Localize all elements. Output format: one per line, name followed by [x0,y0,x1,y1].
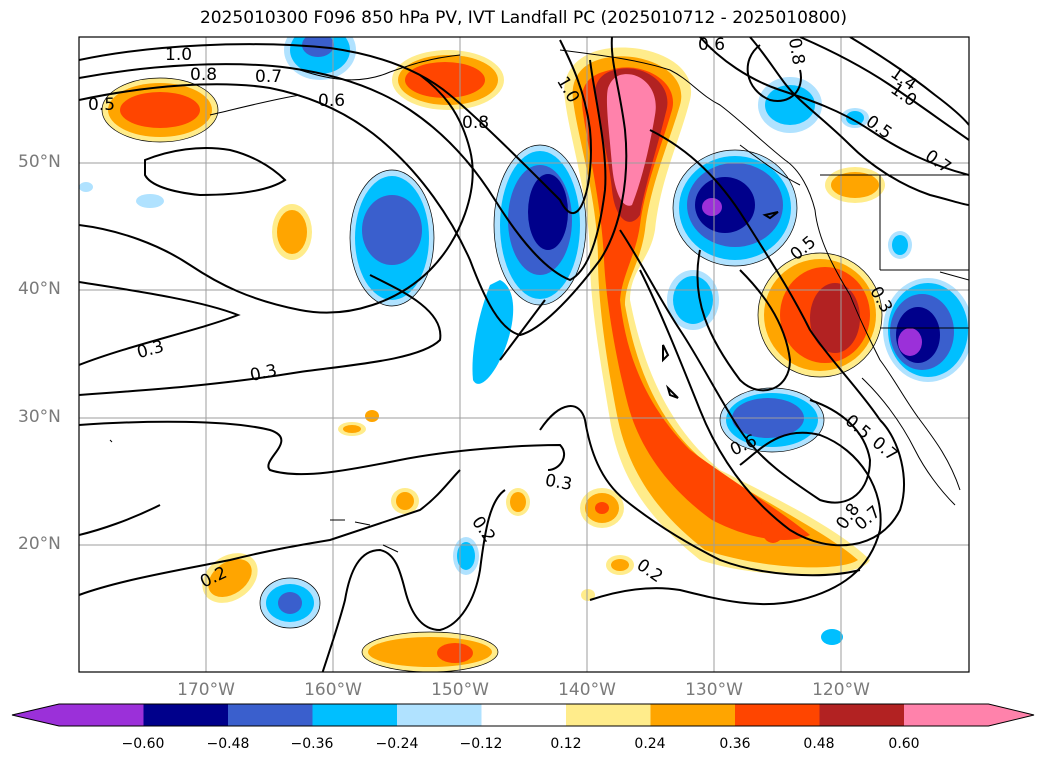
contour-label: 0.8 [784,36,808,66]
graticule [79,37,969,672]
colorbar-tick-label: −0.24 [375,736,419,752]
contour-label: 0.7 [255,67,282,87]
colorbar-extension-high [988,704,1034,726]
contour-label: 0.3 [543,471,573,495]
map-frame [78,36,970,673]
colorbar-segment [819,704,904,726]
colorbar-segment [312,704,397,726]
lat-label: 30°N [18,407,61,427]
lon-label: 170°W [177,680,235,700]
colorbar-segment [904,704,989,726]
colorbar-tick-label: 0.12 [550,736,582,752]
colorbar-tick-label: −0.48 [206,736,250,752]
lat-label: 50°N [18,152,61,172]
colorbar-segment [650,704,735,726]
positive-anomaly-field [102,47,885,672]
colorbar-tick-label: 0.24 [634,736,666,752]
colorbar [11,703,1035,727]
contour-label: 0.5 [88,95,115,115]
colorbar-tick-label: 0.36 [719,736,751,752]
colorbar-segment [143,704,228,726]
lat-label: 40°N [18,279,61,299]
colorbar-tick-label: 0.60 [888,736,920,752]
coastlines [109,49,969,553]
lon-label: 130°W [685,680,743,700]
contour-label: 0.6 [698,35,725,55]
lat-label: 20°N [18,534,61,554]
colorbar-segment [228,704,313,726]
colorbar-segment [735,704,820,726]
figure-title: 2025010300 F096 850 hPa PV, IVT Landfall… [199,8,847,28]
contour-label: 0.6 [318,91,345,111]
contour-lines [79,37,969,672]
colorbar-segment [481,704,566,726]
colorbar-segment [59,704,144,726]
colorbar-extension-low [12,704,59,726]
contour-label: 1.0 [165,45,192,65]
colorbar-tick-label: 0.48 [803,736,835,752]
contour-label: 0.8 [190,65,217,85]
lon-label: 120°W [812,680,870,700]
colorbar-tick-label: −0.12 [459,736,503,752]
colorbar-tick-label: −0.36 [290,736,334,752]
shading-outlines [101,77,883,672]
colorbar-outline [11,703,1035,727]
lon-label: 140°W [558,680,616,700]
contour-label: 0.8 [462,113,489,133]
colorbar-segment [397,704,482,726]
lon-label: 150°W [431,680,489,700]
colorbar-segment [566,704,651,726]
lon-label: 160°W [304,680,362,700]
colorbar-tick-label: −0.60 [121,736,165,752]
